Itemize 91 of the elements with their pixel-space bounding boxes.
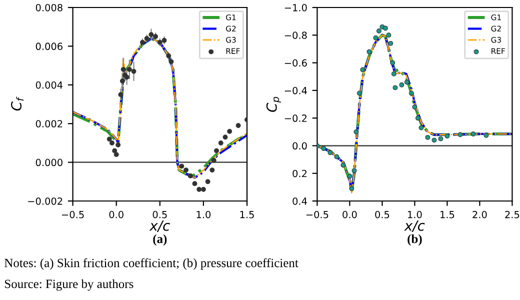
point (415, 116, 420, 121)
point (179, 164, 184, 169)
point (349, 186, 354, 192)
point (376, 28, 382, 34)
y-tick-label: −1.0 (284, 4, 307, 12)
point (227, 128, 232, 134)
point (373, 35, 378, 40)
point (112, 148, 118, 154)
x-axis-title: x/c (404, 220, 425, 232)
y-tick-label: 0.008 (36, 4, 62, 12)
y-tick-label: −0.002 (28, 197, 62, 205)
point (211, 158, 216, 163)
point (404, 80, 410, 85)
point (408, 90, 414, 96)
point (328, 150, 333, 156)
point (390, 60, 396, 66)
y-tick-label: 0.4 (292, 197, 307, 205)
x-tick-label: 1.0 (196, 210, 211, 218)
point (425, 134, 430, 140)
point (210, 168, 215, 173)
point (188, 173, 193, 178)
point (148, 32, 154, 38)
x-axis-title: x/c (149, 220, 170, 232)
text: (a) (153, 234, 167, 246)
y-tick-label: 0.004 (36, 81, 63, 89)
x-tick-label: 0.5 (375, 210, 390, 218)
point (347, 174, 352, 179)
y-tick-label: −0.8 (284, 32, 307, 39)
y-tick-label: 0.006 (36, 42, 62, 50)
point (222, 134, 228, 140)
point (321, 146, 326, 151)
x-tick-label: 1.5 (240, 211, 254, 218)
point (196, 186, 202, 192)
y-tick-label: 0.002 (36, 120, 62, 128)
x-tick-label: 2.0 (472, 210, 487, 218)
point (366, 49, 372, 54)
x-tick-label: 0.0 (342, 210, 357, 218)
point (131, 68, 136, 74)
point (392, 85, 398, 90)
y-tick-label: 0.2 (292, 170, 307, 178)
point (106, 136, 112, 142)
y-axis-title: C$_{p}$ (266, 96, 281, 112)
point (110, 140, 114, 146)
point (399, 82, 404, 88)
point (118, 92, 124, 98)
point (412, 104, 418, 110)
point (458, 132, 463, 138)
point (388, 40, 394, 46)
y-tick-label: −0.4 (284, 86, 307, 94)
y-axis-title: C$_{f}$ (11, 96, 24, 111)
point (218, 140, 224, 146)
point (214, 148, 219, 154)
point (340, 162, 346, 168)
point (386, 32, 392, 38)
point (470, 131, 476, 136)
point (114, 152, 119, 158)
point (116, 142, 121, 148)
point (120, 78, 125, 84)
x-tick-label: 1.0 (408, 210, 422, 218)
point (354, 129, 359, 134)
point (205, 179, 210, 184)
y-tick-label: −0.6 (284, 59, 307, 67)
point (382, 26, 388, 31)
text: Notes: (a) Skin friction coefficient; (b) pressure coefficient (4, 258, 298, 270)
x-tick-label: 0.5 (152, 210, 167, 218)
y-tick-label: −0.2 (284, 114, 307, 122)
point (391, 71, 396, 76)
point (356, 90, 362, 96)
x-tick-label: −0.5 (62, 210, 84, 218)
text: (b) (408, 234, 422, 246)
point (360, 67, 366, 72)
point (200, 186, 206, 192)
y-tick-label: 0.000 (36, 158, 62, 166)
source-note: Source: Figure by authors (4, 279, 134, 291)
x-tick-label: 0.0 (109, 210, 124, 218)
point (126, 66, 132, 72)
point (334, 154, 340, 160)
point (352, 168, 357, 174)
point (432, 138, 437, 143)
point (184, 168, 189, 173)
x-tick-label: 2.5 (505, 210, 520, 218)
point (444, 134, 450, 139)
point (236, 123, 241, 128)
point (418, 125, 424, 130)
point (484, 132, 489, 138)
point (192, 181, 198, 186)
point (120, 66, 126, 72)
point (438, 136, 444, 142)
x-tick-label: 1.5 (440, 211, 454, 218)
y-tick-label: 0.0 (292, 142, 307, 150)
x-tick-label: −0.5 (306, 210, 328, 218)
